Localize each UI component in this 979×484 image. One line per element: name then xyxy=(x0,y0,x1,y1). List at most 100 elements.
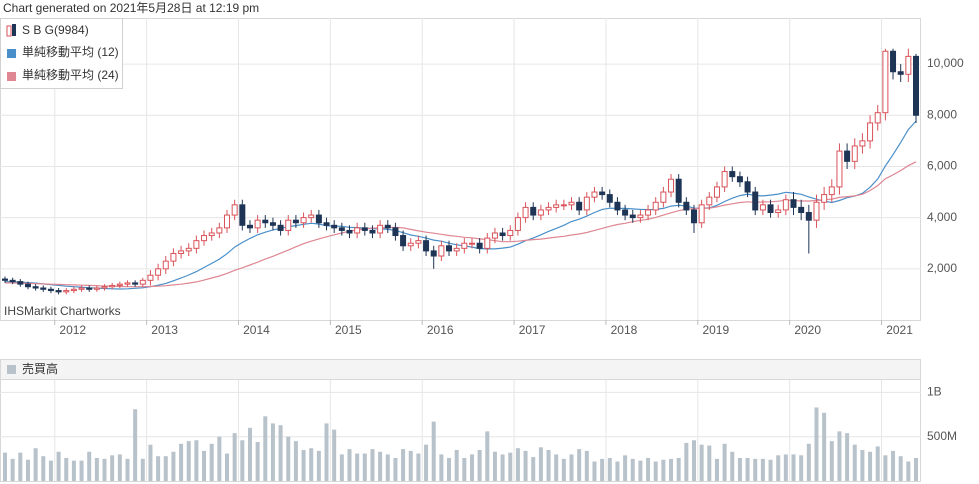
candle-body xyxy=(576,201,583,211)
candle-body xyxy=(859,140,866,147)
candle-body xyxy=(338,227,345,231)
volume-bar xyxy=(202,450,207,481)
volume-bar xyxy=(737,457,742,481)
candle-body xyxy=(530,206,537,216)
candle-body xyxy=(522,206,529,219)
candle-body xyxy=(101,286,108,289)
volume-bar xyxy=(531,457,536,481)
mark-layer xyxy=(2,48,919,481)
volume-bar xyxy=(140,458,145,481)
candle-body xyxy=(736,176,743,183)
watermark: IHSMarkit Chartworks xyxy=(4,304,121,318)
candle-body xyxy=(70,288,77,292)
candle-body xyxy=(400,235,407,247)
volume-bar xyxy=(722,443,727,481)
y-tick-label: 4,000 xyxy=(927,210,957,224)
volume-bar xyxy=(469,454,474,481)
candle-body xyxy=(545,206,552,211)
candle-body xyxy=(798,206,805,214)
volume-bar xyxy=(653,461,658,481)
volume-bar xyxy=(225,453,230,481)
candle-body xyxy=(323,222,330,226)
volume-bar xyxy=(416,453,421,481)
candle-body xyxy=(446,245,453,252)
volume-bar xyxy=(94,457,99,481)
candle-body xyxy=(361,227,368,231)
volume-bar xyxy=(232,433,237,481)
x-tick-label: 2019 xyxy=(702,323,729,337)
volume-bar xyxy=(301,449,306,481)
legend-label: 売買高 xyxy=(22,361,58,376)
candle-body xyxy=(629,214,636,219)
volume-bar xyxy=(255,442,260,481)
candle-body xyxy=(116,283,123,286)
volume-bar xyxy=(110,455,115,481)
legend-icon xyxy=(7,365,16,374)
candle-body xyxy=(254,219,261,229)
candle-body xyxy=(591,191,598,198)
volume-bar xyxy=(79,460,84,481)
candle-body xyxy=(170,252,177,262)
volume-bar xyxy=(362,453,367,481)
volume-bar xyxy=(133,409,138,481)
candle-body xyxy=(614,201,621,211)
volume-bar xyxy=(324,423,329,481)
volume-bar xyxy=(447,457,452,481)
volume-bar xyxy=(638,460,643,481)
volume-bar xyxy=(883,455,888,481)
volume-bar xyxy=(661,459,666,481)
price-panel xyxy=(0,18,921,321)
volume-bar xyxy=(829,441,834,481)
candle-body xyxy=(836,150,843,188)
volume-bar xyxy=(56,451,61,481)
candle-body xyxy=(224,214,231,229)
volume-bar xyxy=(768,459,773,481)
volume-bar xyxy=(370,449,375,481)
candle-body xyxy=(622,209,629,216)
volume-bar xyxy=(332,429,337,481)
volume-bar xyxy=(914,457,918,481)
volume-bar xyxy=(630,458,635,481)
volume-bar xyxy=(217,436,222,481)
volume-bar xyxy=(41,456,46,481)
candle-body xyxy=(308,214,315,219)
x-tick-label: 2020 xyxy=(794,323,821,337)
y-tick-label: 500M xyxy=(927,429,957,443)
volume-bar xyxy=(600,458,605,481)
volume-bar xyxy=(753,458,758,481)
volume-bar xyxy=(385,454,390,481)
candle-body xyxy=(55,290,62,293)
candle-body xyxy=(269,222,276,226)
legend-icon xyxy=(6,25,12,37)
volume-bar xyxy=(837,431,842,481)
candle-body xyxy=(713,186,720,198)
candle-body xyxy=(407,242,414,247)
volume-bar xyxy=(163,456,168,481)
volume-bar xyxy=(508,452,513,481)
candle-body xyxy=(315,214,322,224)
moving-average-line xyxy=(4,120,917,290)
candle-body xyxy=(759,204,766,211)
volume-bar xyxy=(852,444,857,481)
x-tick-label: 2017 xyxy=(519,323,546,337)
candle-body xyxy=(78,287,85,290)
legend-label: S B G(9984) xyxy=(22,23,89,37)
volume-bar xyxy=(791,454,796,481)
candle-body xyxy=(905,55,912,75)
volume-bar xyxy=(906,461,911,481)
volume-bar xyxy=(806,443,811,481)
candle-body xyxy=(468,242,475,245)
volume-bar xyxy=(561,458,566,481)
chart-title: Chart generated on 2021年5月28日 at 12:19 p… xyxy=(3,1,259,15)
candle-body xyxy=(2,278,8,281)
candle-body xyxy=(484,237,491,249)
candle-body xyxy=(423,240,430,252)
x-tick-label: 2012 xyxy=(59,323,86,337)
volume-bar xyxy=(378,451,383,481)
volume-bar xyxy=(454,449,459,481)
volume-bar xyxy=(776,455,781,481)
candle-body xyxy=(476,242,483,249)
candle-body xyxy=(507,229,514,237)
candle-body xyxy=(767,204,774,214)
